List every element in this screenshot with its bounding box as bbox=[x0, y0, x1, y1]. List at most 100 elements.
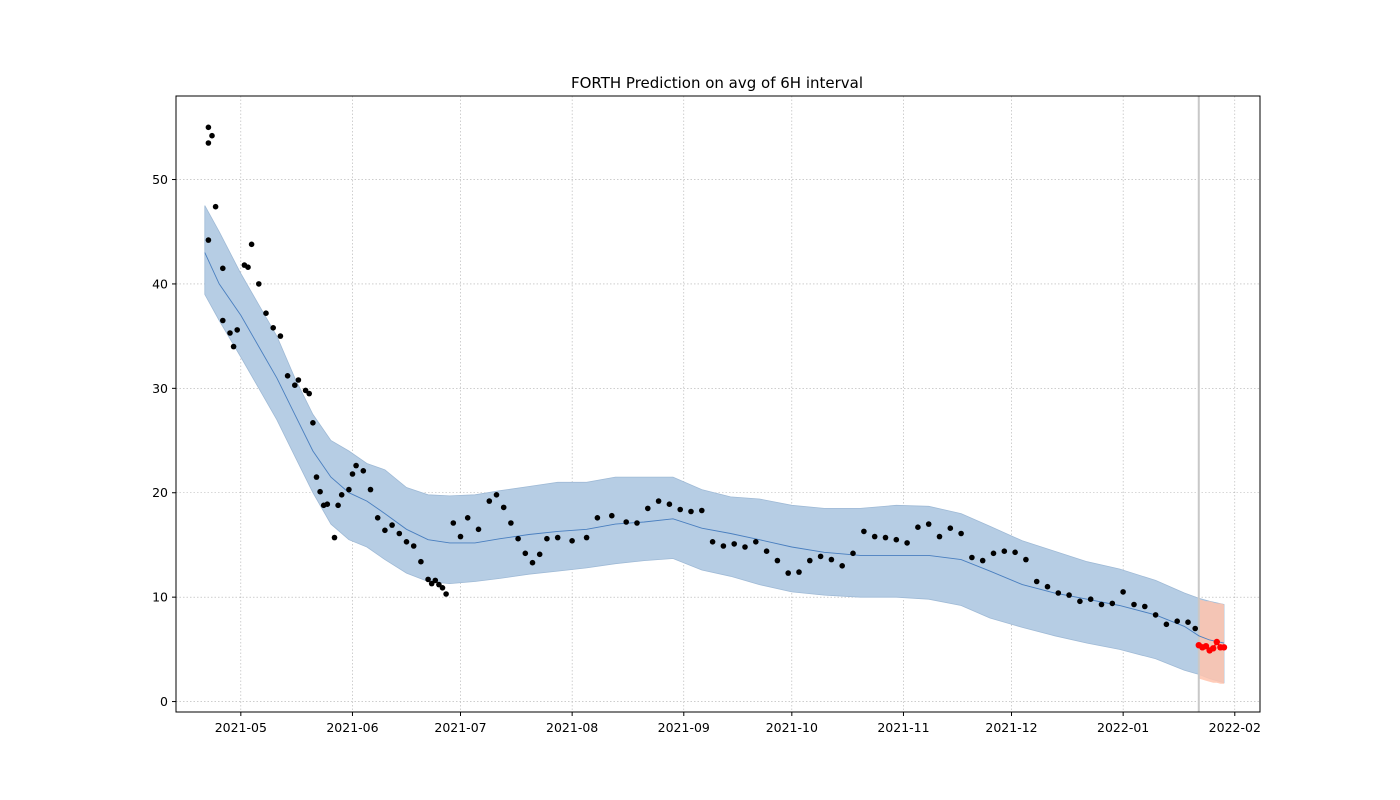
observed-point bbox=[1066, 592, 1072, 598]
forecast-point bbox=[1202, 643, 1210, 650]
observed-point bbox=[428, 580, 435, 587]
observed-point bbox=[270, 325, 277, 331]
observed-point bbox=[1012, 549, 1018, 556]
observed-point bbox=[1192, 625, 1198, 632]
observed-point bbox=[753, 539, 759, 545]
observed-point bbox=[209, 132, 215, 139]
observed-point bbox=[666, 501, 673, 508]
y-tick-label: 0 bbox=[160, 694, 168, 709]
observed-point bbox=[839, 563, 845, 569]
observed-point bbox=[335, 502, 341, 509]
observed-point bbox=[720, 543, 727, 549]
observed-point bbox=[969, 554, 975, 561]
observed-point bbox=[389, 522, 395, 528]
observed-point bbox=[382, 527, 388, 534]
observed-point bbox=[432, 577, 439, 584]
plot-frame bbox=[175, 95, 1261, 713]
y-tick-label: 50 bbox=[152, 172, 168, 187]
observed-point bbox=[1033, 578, 1040, 585]
observed-point bbox=[360, 468, 367, 474]
observed-point bbox=[861, 528, 867, 535]
observed-point bbox=[263, 310, 269, 317]
observed-point bbox=[349, 471, 356, 477]
observed-point bbox=[464, 515, 471, 521]
observed-point bbox=[529, 559, 536, 566]
observed-point bbox=[310, 420, 316, 426]
observed-point bbox=[220, 265, 226, 272]
observed-point bbox=[436, 581, 442, 588]
observed-point bbox=[699, 507, 705, 514]
observed-point bbox=[569, 538, 575, 544]
observed-point bbox=[925, 521, 932, 527]
observed-point bbox=[212, 203, 219, 210]
observed-point bbox=[1185, 619, 1191, 625]
x-tick-label: 2021-05 bbox=[215, 720, 267, 735]
observed-point bbox=[248, 241, 255, 248]
observed-point bbox=[508, 520, 514, 526]
x-axis: 2021-05 2021-06 2021-07 2021-08 2021-09 2021-… bbox=[215, 712, 1261, 735]
observed-point bbox=[500, 504, 507, 511]
observed-point bbox=[284, 373, 291, 379]
observed-point bbox=[306, 390, 313, 397]
observed-point bbox=[817, 553, 824, 560]
observed-point bbox=[418, 558, 424, 565]
observed-point bbox=[295, 377, 302, 383]
observed-point bbox=[255, 281, 262, 287]
gridlines bbox=[176, 96, 1260, 712]
observed-point bbox=[302, 387, 309, 394]
observed-point bbox=[439, 585, 446, 591]
observed-point bbox=[634, 520, 640, 526]
x-tick-label: 2022-01 bbox=[1097, 720, 1149, 735]
observed-point bbox=[374, 515, 381, 521]
observed-point bbox=[367, 486, 374, 493]
observed-point bbox=[234, 327, 240, 333]
fit-line bbox=[204, 252, 1225, 644]
x-tick-label: 2021-07 bbox=[434, 720, 486, 735]
observed-point bbox=[1109, 600, 1116, 607]
observed-point bbox=[317, 488, 323, 495]
observed-point bbox=[227, 330, 233, 336]
observed-point bbox=[1087, 596, 1094, 602]
observed-point bbox=[1174, 618, 1180, 624]
x-tick-label: 2021-10 bbox=[766, 720, 818, 735]
observed-point bbox=[450, 520, 457, 526]
observed-point bbox=[763, 548, 770, 554]
observed-point bbox=[904, 540, 910, 546]
x-tick-label: 2021-11 bbox=[877, 720, 929, 735]
observed-point bbox=[1131, 601, 1137, 608]
x-tick-label: 2021-12 bbox=[985, 720, 1037, 735]
data-points bbox=[205, 124, 1228, 654]
x-tick-label: 2021-08 bbox=[546, 720, 598, 735]
observed-point bbox=[205, 124, 212, 131]
observed-point bbox=[882, 534, 889, 541]
observed-point bbox=[623, 519, 629, 525]
observed-point bbox=[742, 544, 748, 550]
observed-point bbox=[1077, 598, 1083, 605]
observed-point bbox=[850, 550, 856, 557]
observed-point bbox=[515, 535, 521, 542]
observed-point bbox=[220, 317, 226, 324]
observed-point bbox=[807, 557, 813, 564]
observed-point bbox=[990, 550, 997, 557]
observed-point bbox=[915, 524, 921, 530]
observed-point bbox=[425, 576, 431, 583]
observed-point bbox=[1142, 603, 1148, 610]
observed-point bbox=[979, 557, 986, 564]
y-axis: 0 10 20 30 40 50 bbox=[152, 172, 176, 709]
forecast-point bbox=[1213, 638, 1221, 646]
observed-point bbox=[544, 535, 550, 542]
interval-bands bbox=[204, 205, 1225, 684]
observed-point bbox=[205, 140, 212, 146]
observed-point bbox=[522, 550, 529, 557]
observed-point bbox=[396, 530, 403, 537]
x-tick-label: 2022-02 bbox=[1209, 720, 1261, 735]
chart-title: FORTH Prediction on avg of 6H interval bbox=[571, 74, 863, 92]
observed-point bbox=[947, 525, 954, 531]
observed-point bbox=[475, 526, 482, 533]
observed-point bbox=[457, 533, 464, 540]
observed-point bbox=[324, 501, 331, 508]
observed-point bbox=[331, 534, 338, 541]
observed-point bbox=[313, 474, 320, 480]
observed-point bbox=[774, 557, 781, 564]
